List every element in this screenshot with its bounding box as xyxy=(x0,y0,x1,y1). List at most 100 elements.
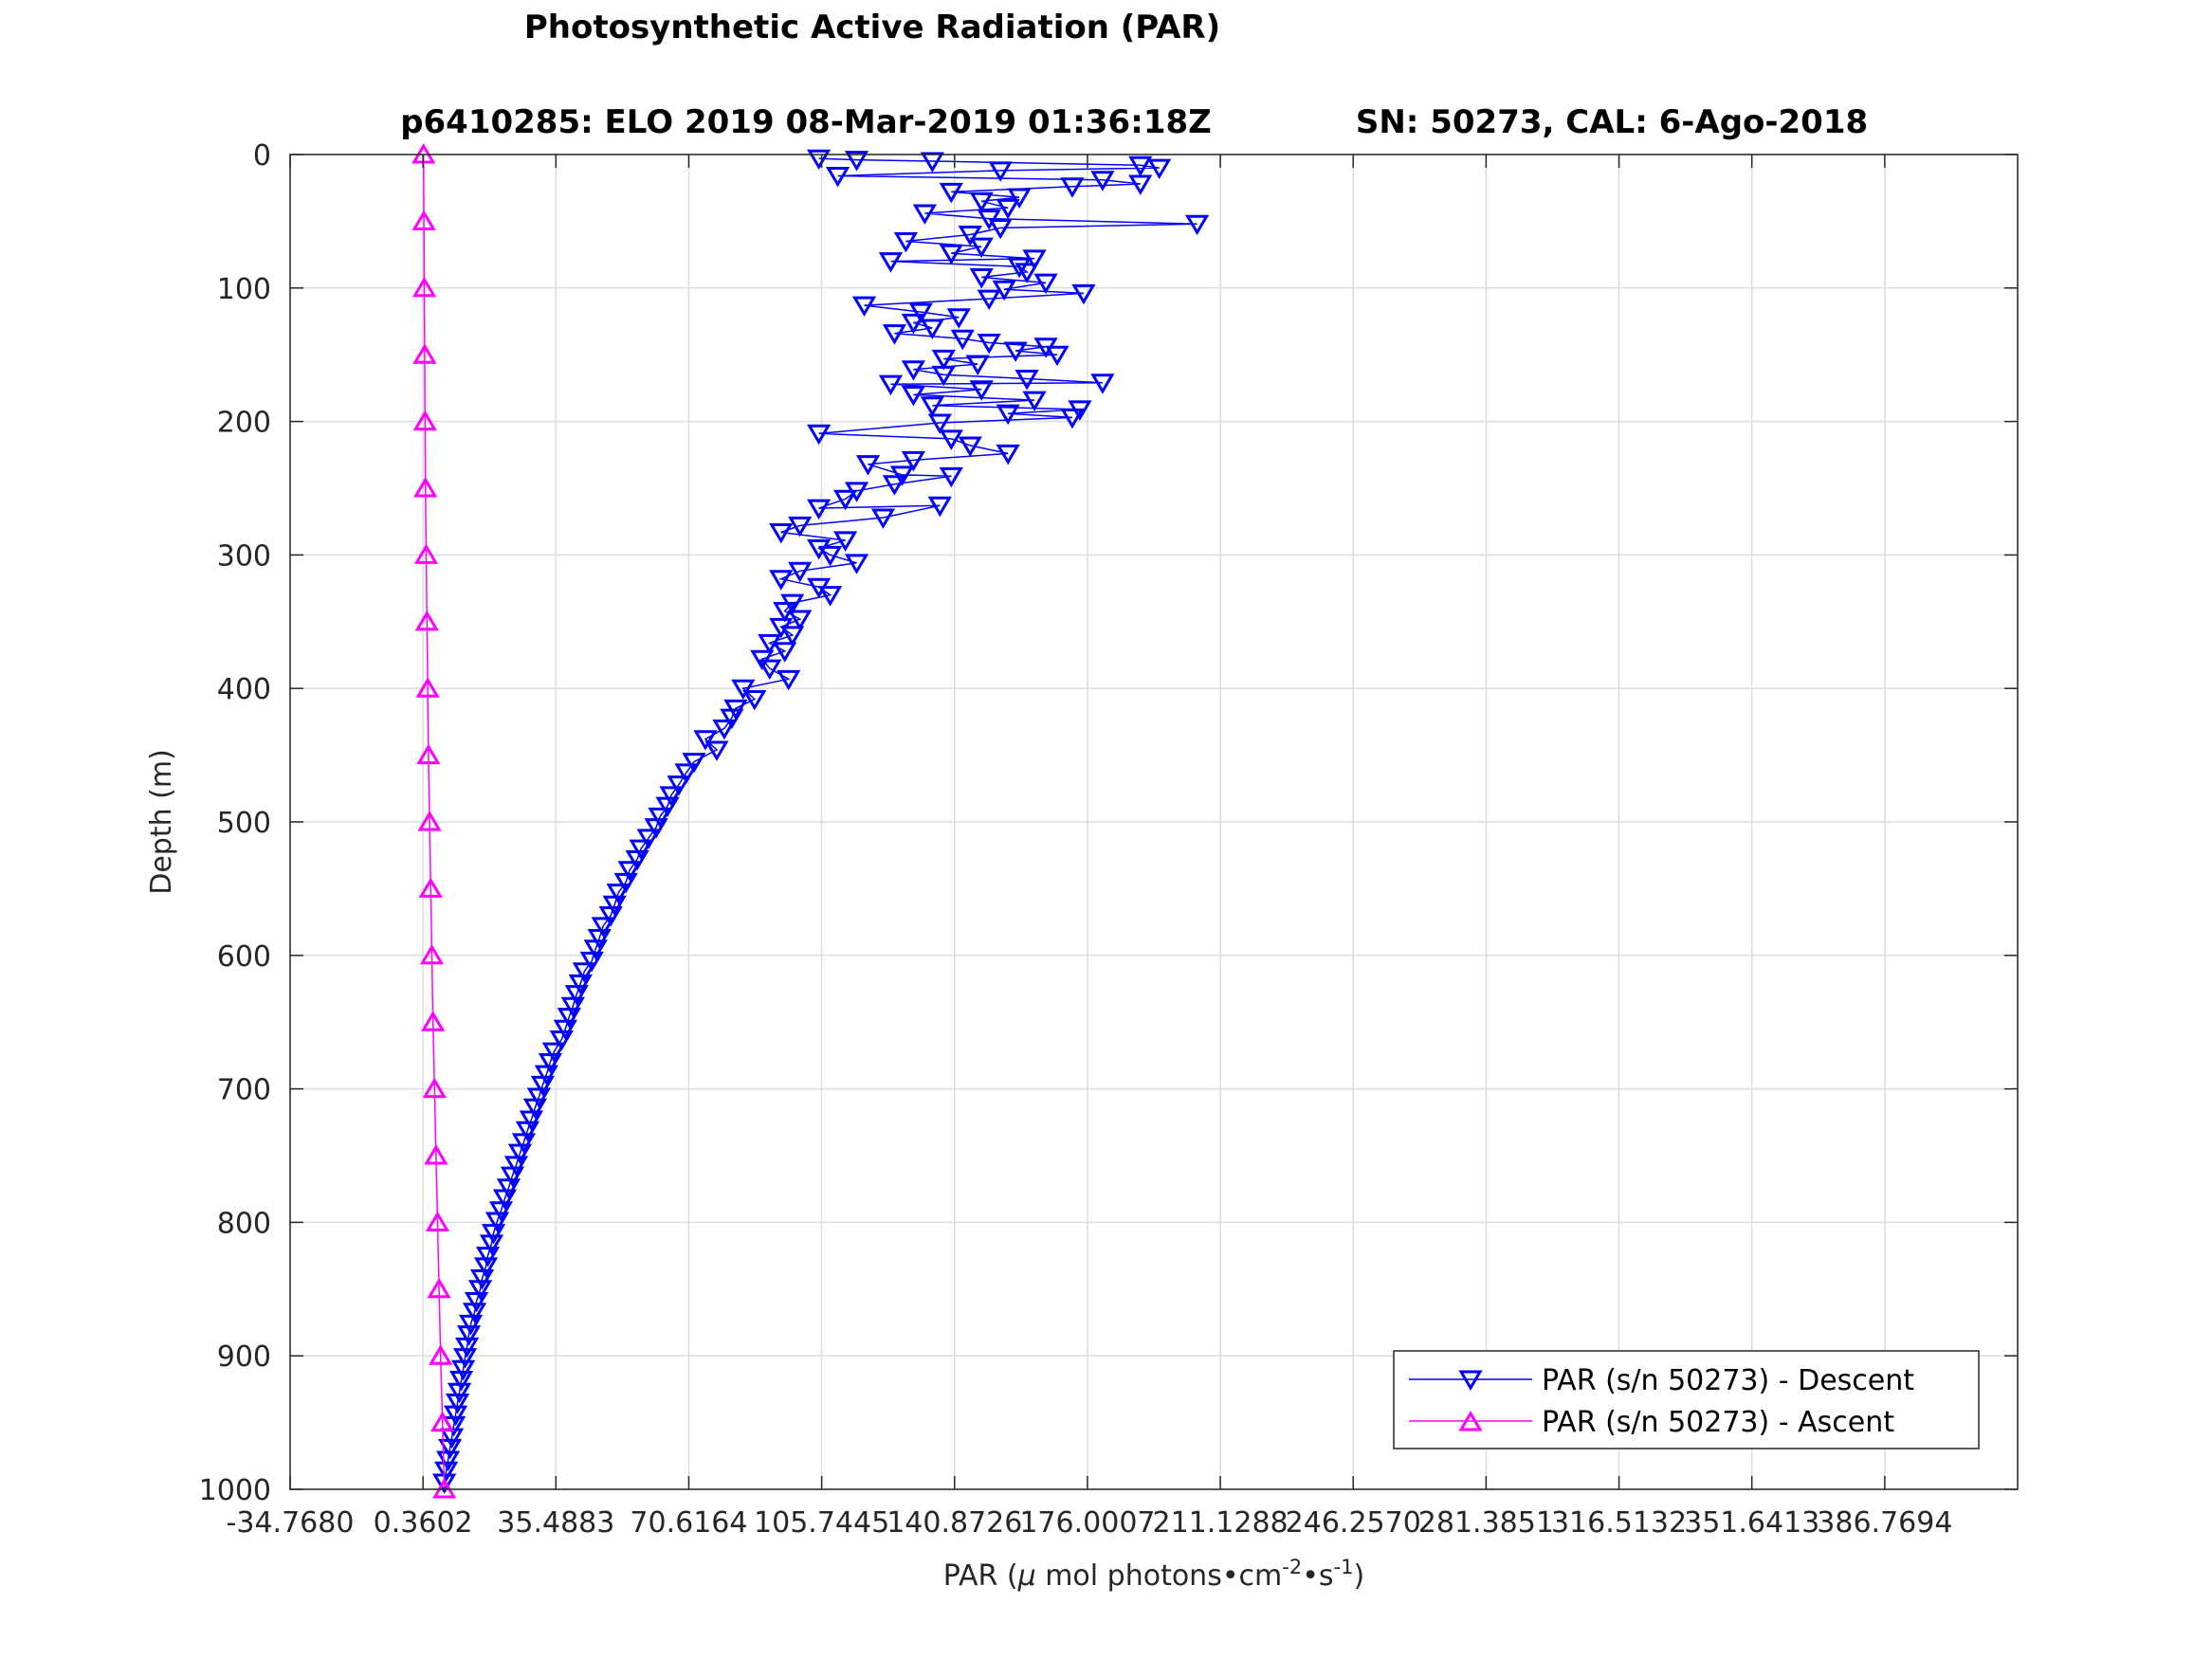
descent-marker xyxy=(644,818,668,839)
descent-marker xyxy=(519,1110,544,1131)
descent-marker xyxy=(464,1291,489,1313)
descent-marker xyxy=(538,1052,562,1074)
x-axis-label-mid: mol photons•cm xyxy=(1036,1559,1283,1593)
descent-marker xyxy=(572,962,596,983)
descent-marker xyxy=(742,689,767,711)
descent-marker xyxy=(769,522,794,544)
legend-ascent-marker xyxy=(1458,1411,1483,1431)
y-tick-label: 1000 xyxy=(199,1474,271,1507)
ascent-marker xyxy=(415,677,440,698)
descent-marker xyxy=(855,455,881,476)
ascent-marker xyxy=(417,811,442,831)
ascent-marker xyxy=(430,1411,455,1432)
descent-marker xyxy=(1128,174,1153,195)
ascent-marker xyxy=(421,1011,446,1031)
descent-marker xyxy=(655,796,680,818)
y-tick-label: 0 xyxy=(253,139,271,173)
descent-marker xyxy=(479,1234,504,1255)
legend-box xyxy=(1393,1350,1980,1449)
descent-marker xyxy=(958,436,982,457)
descent-marker xyxy=(1147,158,1172,180)
descent-marker xyxy=(965,355,990,376)
chart-subtitle-left: p6410285: ELO 2019 08-Mar-2019 01:36:18Z xyxy=(400,103,1212,141)
descent-marker xyxy=(920,152,944,173)
x-tick-label: 386.7694 xyxy=(1817,1506,1952,1540)
descent-marker xyxy=(659,786,684,807)
ascent-marker xyxy=(411,276,437,298)
descent-marker xyxy=(851,296,877,318)
descent-marker xyxy=(996,198,1020,220)
descent-marker xyxy=(844,151,869,172)
descent-marker xyxy=(1060,408,1085,429)
descent-marker xyxy=(553,1019,577,1041)
descent-marker xyxy=(844,554,869,574)
x-tick-label: 211.1288 xyxy=(1152,1506,1288,1540)
descent-marker xyxy=(988,161,1013,182)
descent-marker xyxy=(988,218,1013,240)
descent-marker xyxy=(606,884,631,904)
descent-marker xyxy=(1090,374,1115,394)
descent-marker xyxy=(780,626,805,647)
y-tick-label: 600 xyxy=(217,940,271,974)
legend-ascent-label: PAR (s/n 50273) - Ascent xyxy=(1542,1406,1894,1439)
ascent-marker xyxy=(419,943,445,965)
descent-marker xyxy=(969,237,994,259)
descent-marker xyxy=(901,360,926,381)
descent-marker xyxy=(825,167,850,188)
descent-marker xyxy=(469,1269,495,1290)
descent-marker xyxy=(526,1087,552,1109)
descent-marker xyxy=(1015,370,1039,391)
descent-marker xyxy=(807,424,832,446)
descent-marker xyxy=(788,561,813,583)
descent-marker xyxy=(587,928,612,950)
ascent-marker xyxy=(412,410,437,431)
descent-marker xyxy=(602,895,627,917)
descent-marker xyxy=(1090,171,1115,191)
x-tick-label: -34.7680 xyxy=(227,1506,355,1540)
descent-marker xyxy=(1007,257,1032,279)
y-tick-label: 800 xyxy=(217,1207,271,1240)
x-tick-label: 281.3851 xyxy=(1418,1506,1554,1540)
descent-marker xyxy=(1071,283,1096,305)
ascent-marker xyxy=(425,1211,450,1231)
x-tick-label: 246.2570 xyxy=(1286,1506,1421,1540)
descent-marker xyxy=(882,475,907,496)
y-tick-label: 100 xyxy=(217,273,271,306)
descent-marker xyxy=(788,610,813,630)
y-tick-label: 300 xyxy=(217,539,271,573)
x-tick-label: 140.8726 xyxy=(887,1506,1022,1540)
descent-marker xyxy=(704,740,729,761)
descent-marker xyxy=(473,1257,499,1278)
descent-marker xyxy=(901,385,926,407)
descent-marker xyxy=(456,1325,482,1346)
descent-marker xyxy=(817,586,843,607)
series-descent xyxy=(432,149,1210,1494)
descent-marker xyxy=(522,1098,548,1120)
descent-marker xyxy=(613,872,638,894)
y-tick-label: 400 xyxy=(217,673,271,706)
descent-marker xyxy=(682,753,706,774)
y-tick-label: 500 xyxy=(217,807,271,840)
descent-marker xyxy=(720,708,744,730)
descent-marker xyxy=(617,861,642,882)
descent-marker xyxy=(920,319,944,339)
ascent-marker xyxy=(427,1277,451,1299)
descent-marker xyxy=(598,906,623,927)
descent-marker xyxy=(450,1359,476,1381)
x-axis-label: PAR (μ mol photons•cm-2•s-1) xyxy=(943,1556,1364,1593)
descent-marker xyxy=(927,496,952,518)
descent-marker xyxy=(969,380,994,401)
descent-marker xyxy=(832,489,858,511)
descent-marker xyxy=(438,1438,463,1460)
descent-marker xyxy=(1045,345,1069,367)
descent-marker xyxy=(939,244,963,265)
descent-marker xyxy=(882,324,907,345)
descent-marker xyxy=(931,365,956,387)
descent-marker xyxy=(693,730,718,751)
x-axis-label-exp2: -1 xyxy=(1334,1556,1354,1578)
descent-marker xyxy=(807,149,832,171)
descent-marker xyxy=(996,404,1020,426)
ascent-marker xyxy=(411,210,436,230)
descent-marker xyxy=(832,531,858,552)
descent-marker xyxy=(549,1030,574,1051)
